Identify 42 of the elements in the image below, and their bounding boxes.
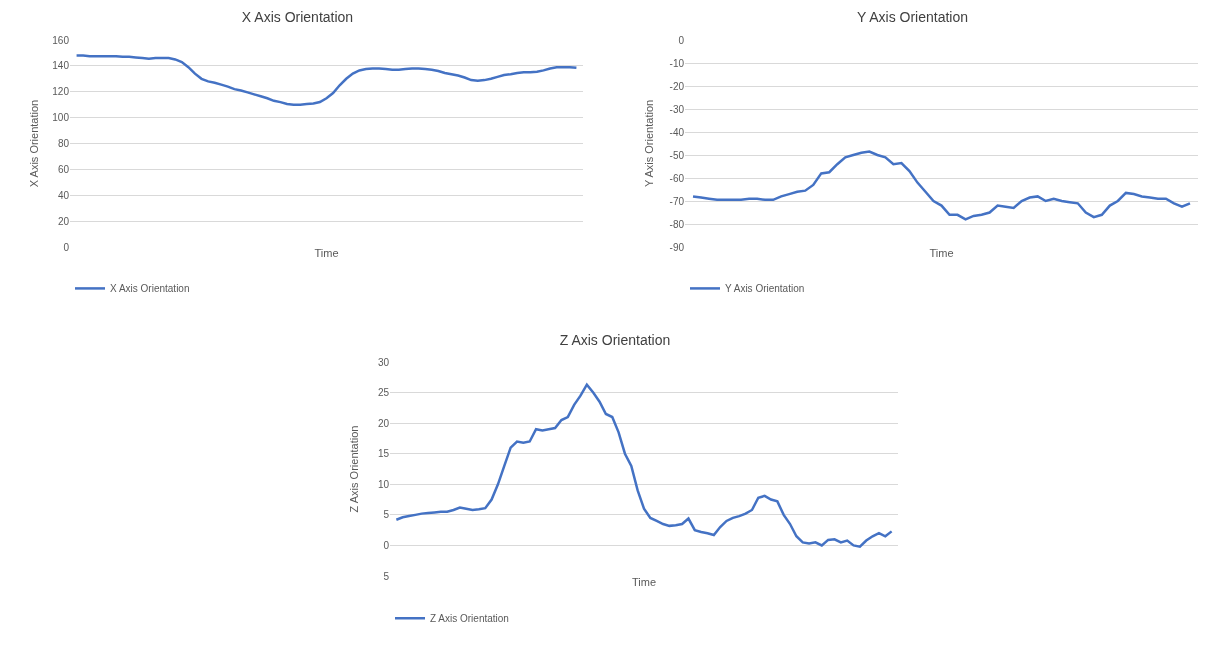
- y-tick-label: -50: [669, 149, 685, 161]
- legend-label: X Axis Orientation: [110, 283, 190, 295]
- y-tick-label: 100: [52, 112, 70, 124]
- y-tick-label: 60: [57, 163, 70, 175]
- y-tick-label: 20: [377, 417, 390, 429]
- y-axis-title: Y Axis Orientation: [643, 99, 655, 188]
- y-tick-label: 40: [57, 189, 70, 201]
- y-axis-title: X Axis Orientation: [28, 99, 40, 188]
- y-tick-label: -70: [669, 195, 685, 207]
- chart-title: Z Axis Orientation: [559, 331, 671, 348]
- y-tick-label: 160: [52, 34, 70, 46]
- legend-label: Z Axis Orientation: [430, 613, 509, 625]
- y-axis-title: Z Axis Orientation: [348, 425, 360, 513]
- y-tick-label: 140: [52, 60, 70, 72]
- y-tick-label: 5: [383, 570, 390, 582]
- legend-label: Y Axis Orientation: [725, 283, 805, 295]
- y-tick-label: 120: [52, 86, 70, 98]
- y-tick-label: 0: [383, 539, 390, 551]
- y-tick-label: 25: [377, 387, 390, 399]
- y-tick-label: 15: [377, 448, 390, 460]
- y-tick-label: 80: [57, 138, 70, 149]
- x-axis-title: Time: [314, 247, 339, 260]
- y-tick-label: -20: [669, 80, 685, 92]
- y-tick-label: -90: [669, 241, 685, 253]
- y-tick-label: -30: [669, 103, 685, 115]
- y-tick-label: -40: [669, 126, 685, 138]
- chart-title: X Axis Orientation: [241, 9, 354, 26]
- y-tick-label: 0: [63, 241, 70, 253]
- y-tick-label: 0: [678, 34, 685, 46]
- chart-title: Y Axis Orientation: [856, 9, 969, 26]
- y-tick-label: 20: [57, 215, 70, 227]
- x-axis-title: Time: [929, 247, 954, 260]
- y-tick-label: -80: [669, 218, 685, 230]
- x-axis-title: Time: [631, 576, 657, 589]
- y-tick-label: 30: [377, 356, 390, 368]
- y-tick-label: 5: [383, 509, 390, 521]
- line-series: [395, 383, 893, 548]
- y-tick-label: -60: [669, 172, 685, 184]
- y-tick-label: 10: [377, 478, 390, 490]
- line-series: [75, 54, 578, 106]
- line-series: [691, 150, 1192, 221]
- y-tick-label: -10: [669, 57, 685, 69]
